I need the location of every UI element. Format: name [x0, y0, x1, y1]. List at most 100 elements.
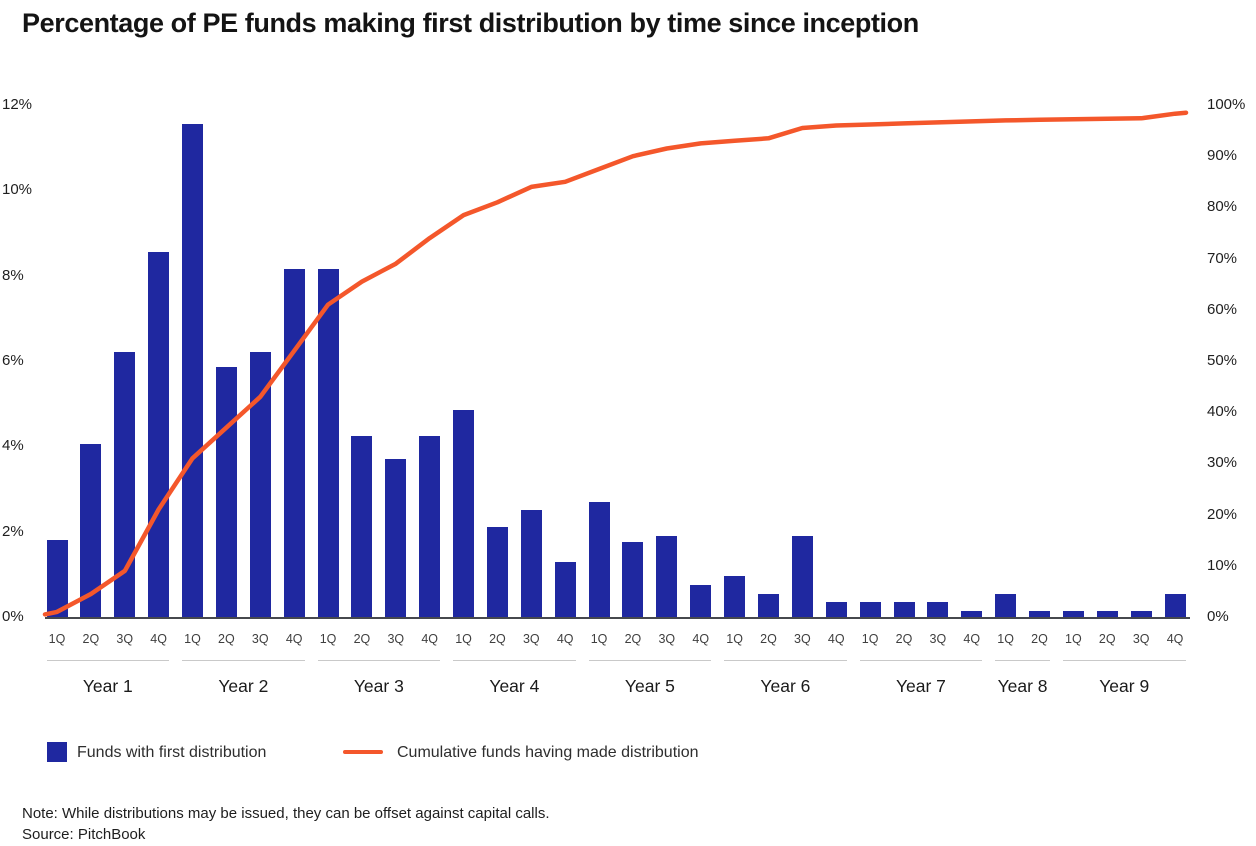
quarter-tick-label: 2Q: [895, 632, 913, 646]
quarter-tick-label: 2Q: [760, 632, 777, 646]
right-axis-tick-label: 50%: [1207, 352, 1238, 369]
quarter-tick-label: 2Q: [624, 632, 642, 646]
right-axis-tick-label: 10%: [1207, 556, 1238, 574]
quarter-tick-label: 1Q: [997, 632, 1014, 646]
quarter-tick-label: 4Q: [421, 632, 439, 646]
left-axis-tick-label: 12%: [2, 96, 33, 113]
legend-bar-label: Funds with first distribution: [77, 744, 267, 761]
quarter-tick-label: 1Q: [861, 632, 879, 646]
year-group-label: Year 4: [489, 676, 540, 696]
year-group-label: Year 7: [895, 676, 946, 696]
bar: [385, 459, 407, 617]
bar: [215, 367, 237, 617]
year-group-label: Year 8: [997, 676, 1048, 696]
bar: [283, 269, 305, 617]
year-group-underline: [453, 660, 576, 661]
left-axis-tick-label: 0%: [2, 608, 24, 625]
bar: [927, 602, 949, 617]
right-axis-tick-label: 100%: [1207, 96, 1246, 113]
left-axis-tick-label: 6%: [2, 352, 24, 369]
bar: [588, 501, 610, 617]
bar: [317, 269, 339, 617]
right-axis-tick-label: 60%: [1207, 300, 1238, 318]
bar: [419, 435, 441, 617]
quarter-tick-label: 3Q: [116, 632, 134, 646]
quarter-tick-label: 3Q: [251, 632, 269, 646]
left-axis-tick-label: 2%: [2, 522, 24, 540]
quarter-tick-label: 1Q: [726, 632, 743, 646]
bar: [622, 542, 644, 617]
quarter-tick-label: 1Q: [455, 632, 472, 646]
quarter-tick-label: 3Q: [522, 632, 540, 646]
bar: [182, 124, 204, 617]
year-group-label: Year 3: [353, 676, 404, 696]
x-axis-baseline: [45, 617, 1190, 619]
quarter-tick-label: 3Q: [387, 632, 405, 646]
bar: [148, 252, 170, 617]
quarter-tick-label: 2Q: [1031, 632, 1048, 646]
bar: [554, 561, 576, 617]
quarter-tick-label: 2Q: [218, 632, 235, 646]
bar: [351, 435, 373, 617]
bar: [1164, 593, 1186, 617]
right-axis-tick-label: 40%: [1207, 403, 1238, 421]
bar: [724, 576, 746, 617]
quarter-tick-label: 1Q: [48, 632, 66, 646]
quarter-tick-label: 1Q: [1065, 632, 1082, 646]
quarter-tick-label: 3Q: [658, 632, 676, 646]
bar: [757, 593, 779, 617]
bar: [80, 444, 102, 617]
quarter-tick-label: 4Q: [692, 632, 710, 646]
legend-bar-swatch: [47, 742, 67, 762]
right-axis-tick-label: 80%: [1207, 198, 1238, 216]
bar: [656, 535, 678, 617]
quarter-tick-label: 3Q: [1132, 632, 1150, 646]
right-axis-tick-label: 0%: [1207, 608, 1229, 625]
legend-line-swatch: [343, 750, 383, 754]
quarter-tick-label: 2Q: [489, 632, 506, 646]
quarter-tick-label: 1Q: [319, 632, 337, 646]
bar: [249, 352, 271, 617]
left-axis-tick-label: 10%: [2, 181, 33, 199]
year-group-underline: [46, 660, 170, 661]
chart-footnote: Note: While distributions may be issued,…: [22, 805, 550, 822]
year-group-underline: [182, 660, 305, 661]
year-group-label: Year 5: [624, 676, 675, 696]
quarter-tick-label: 3Q: [794, 632, 811, 646]
year-group-underline: [995, 660, 1050, 661]
quarter-tick-label: 4Q: [1166, 632, 1184, 646]
quarter-tick-label: 4Q: [556, 632, 574, 646]
right-axis-tick-label: 20%: [1207, 505, 1238, 523]
year-group-underline: [317, 660, 441, 661]
year-group-label: Year 6: [760, 676, 811, 696]
bar: [690, 585, 712, 617]
bar: [893, 602, 915, 617]
quarter-tick-label: 3Q: [929, 632, 947, 646]
quarter-tick-label: 4Q: [963, 632, 981, 646]
year-group-label: Year 2: [218, 676, 269, 696]
quarter-tick-label: 4Q: [285, 632, 303, 646]
year-group-underline: [588, 660, 712, 661]
bar: [995, 593, 1017, 617]
legend: Funds with first distribution Cumulative…: [0, 740, 1256, 766]
quarter-tick-label: 2Q: [353, 632, 371, 646]
legend-line-label: Cumulative funds having made distributio…: [397, 744, 699, 761]
year-group-underline: [859, 660, 983, 661]
year-group-label: Year 1: [82, 676, 133, 696]
bar: [486, 527, 508, 617]
quarter-tick-label: 2Q: [1098, 632, 1116, 646]
bar: [825, 602, 847, 617]
chart-source: Source: PitchBook: [22, 826, 146, 843]
left-axis-tick-label: 4%: [2, 437, 24, 455]
quarter-tick-label: 1Q: [184, 632, 201, 646]
left-axis-tick-label: 8%: [2, 266, 24, 284]
bar: [46, 540, 68, 617]
year-group-label: Year 9: [1099, 676, 1150, 696]
bar: [859, 602, 881, 617]
bar: [453, 410, 475, 617]
quarter-tick-label: 2Q: [82, 632, 100, 646]
right-axis-tick-label: 90%: [1207, 147, 1238, 165]
right-axis-tick-label: 70%: [1207, 249, 1238, 267]
